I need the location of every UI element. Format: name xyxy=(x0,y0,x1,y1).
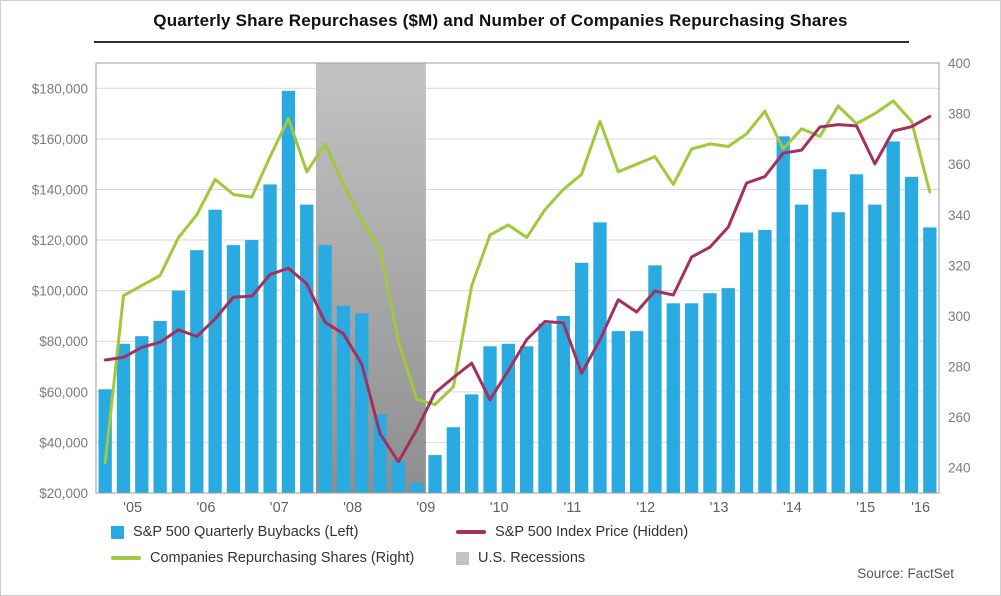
buybacks-bar xyxy=(245,240,259,493)
index_price-line xyxy=(103,114,932,464)
x-axis-tick-label: '06 xyxy=(197,500,216,516)
buybacks-bar xyxy=(611,331,625,493)
left-axis-tick-label: $60,000 xyxy=(39,385,88,400)
left-axis-tick-label: $100,000 xyxy=(32,284,88,299)
companies-swatch-icon xyxy=(111,556,141,560)
recession-band xyxy=(315,63,426,493)
buybacks-bar xyxy=(483,346,497,493)
x-axis-tick-label: '13 xyxy=(710,500,729,516)
buybacks-bar xyxy=(281,90,296,493)
legend-item-index-price: S&P 500 Index Price (Hidden) xyxy=(456,519,688,545)
buybacks-bar xyxy=(849,174,864,493)
x-axis-tick-label: '15 xyxy=(856,500,875,516)
buybacks-bar xyxy=(318,245,332,493)
chart-title: Quarterly Share Repurchases ($M) and Num… xyxy=(153,11,848,30)
buybacks-bar xyxy=(739,232,754,493)
buybacks-bar xyxy=(648,265,662,493)
buybacks-bar xyxy=(538,323,552,493)
right-axis-tick-label: 360 xyxy=(948,157,971,172)
buybacks-bar xyxy=(226,245,241,493)
recessions-swatch-icon xyxy=(456,551,469,565)
buybacks-bar xyxy=(556,315,570,493)
buybacks-swatch-icon xyxy=(111,525,124,539)
buybacks-bar xyxy=(923,227,937,494)
left-axis-tick-label: $80,000 xyxy=(39,334,88,349)
right-axis-tick-label: 300 xyxy=(948,309,971,324)
buybacks-bar xyxy=(758,229,772,494)
buybacks-bar xyxy=(776,136,790,493)
legend-item-buybacks: S&P 500 Quarterly Buybacks (Left) xyxy=(111,519,456,545)
legend-item-recessions: U.S. Recessions xyxy=(456,545,688,571)
source-label: Source: FactSet xyxy=(857,566,954,581)
buybacks-bar xyxy=(300,204,314,493)
left-axis-tick-label: $140,000 xyxy=(32,182,88,197)
x-axis-tick-label: '08 xyxy=(343,500,362,516)
buybacks-bar xyxy=(666,303,680,493)
legend-item-companies: Companies Repurchasing Shares (Right) xyxy=(111,545,456,571)
left-axis-tick-label: $180,000 xyxy=(32,81,88,96)
buybacks-bar xyxy=(446,427,461,493)
x-axis-tick-label: '05 xyxy=(123,500,142,516)
buybacks-bar xyxy=(904,176,919,493)
buybacks-bar xyxy=(721,288,735,493)
buybacks-bar xyxy=(501,343,515,493)
right-axis-tick-label: 320 xyxy=(948,258,971,273)
buybacks-bar xyxy=(868,204,882,493)
x-axis-tick-label: '10 xyxy=(490,500,509,516)
legend-label-buybacks: S&P 500 Quarterly Buybacks (Left) xyxy=(133,524,359,540)
left-axis-tick-label: $20,000 xyxy=(39,486,88,501)
left-axis-tick-label: $120,000 xyxy=(32,233,88,248)
right-axis-tick-label: 400 xyxy=(948,56,971,71)
right-axis-tick-label: 280 xyxy=(948,360,971,375)
buybacks-bar xyxy=(794,204,809,493)
buybacks-bar xyxy=(391,460,406,493)
buybacks-bar xyxy=(263,184,277,494)
buybacks-bar xyxy=(116,343,131,493)
left-axis-tick-label: $40,000 xyxy=(39,435,88,450)
x-axis-tick-label: '14 xyxy=(783,500,802,516)
buybacks-bar xyxy=(373,414,387,493)
buybacks-bar xyxy=(190,250,204,493)
chart-plot-area: $20,000 $40,000 $60,000 $80,000 $100,000 $120… xyxy=(32,56,971,516)
legend: S&P 500 Quarterly Buybacks (Left) S&P 50… xyxy=(111,519,688,571)
left-axis-tick-label: $160,000 xyxy=(32,132,88,147)
buybacks-bar xyxy=(813,169,827,493)
buybacks-bar xyxy=(886,141,900,493)
buybacks-bar xyxy=(428,455,442,493)
buybacks-bar xyxy=(831,212,845,493)
right-axis-tick-label: 380 xyxy=(948,107,971,122)
buybacks-bar xyxy=(208,209,222,494)
buybacks-bar xyxy=(410,482,424,493)
right-axis-tick-label: 240 xyxy=(948,461,971,476)
buybacks-bar xyxy=(98,389,112,493)
right-axis-tick-label: 260 xyxy=(948,410,971,425)
buybacks-bar xyxy=(520,346,534,493)
x-axis-tick-label: '11 xyxy=(564,500,582,516)
buybacks-bar xyxy=(593,222,607,493)
right-axis-tick-label: 340 xyxy=(948,208,971,223)
legend-label-companies: Companies Repurchasing Shares (Right) xyxy=(150,550,415,566)
buybacks-bar xyxy=(153,321,167,493)
legend-label-recessions: U.S. Recessions xyxy=(478,550,586,566)
companies-line xyxy=(103,99,932,465)
buybacks-bar xyxy=(574,262,589,493)
title-divider xyxy=(94,41,909,43)
buybacks-bar xyxy=(171,290,186,493)
buybacks-bar xyxy=(355,313,369,493)
buybacks-bar xyxy=(465,394,479,493)
buybacks-bar xyxy=(684,303,699,493)
buybacks-bar xyxy=(703,293,717,493)
x-axis-tick-label: '09 xyxy=(416,500,435,516)
buybacks-bar xyxy=(336,305,351,493)
x-axis-tick-label: '16 xyxy=(911,500,930,516)
legend-label-index-price: S&P 500 Index Price (Hidden) xyxy=(495,524,689,540)
x-axis-tick-label: '12 xyxy=(636,500,655,516)
x-axis-tick-label: '07 xyxy=(270,500,289,516)
plot-border xyxy=(95,62,940,494)
buybacks-bar xyxy=(135,336,149,493)
index-price-swatch-icon xyxy=(456,530,486,534)
buybacks-bar xyxy=(629,331,644,493)
